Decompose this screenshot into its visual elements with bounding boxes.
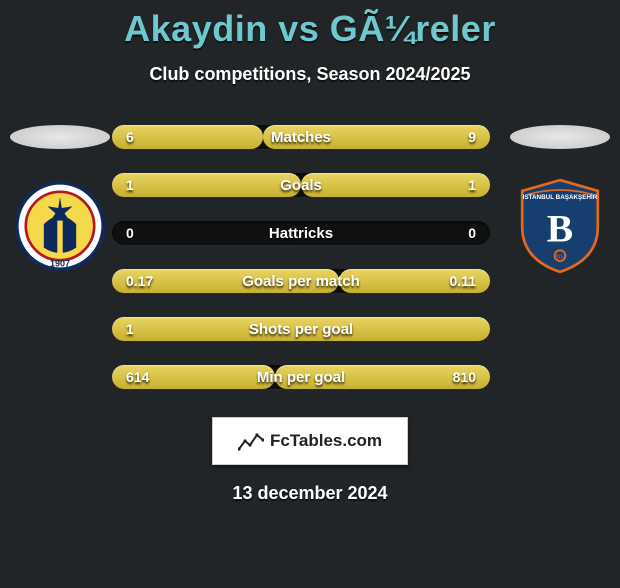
stat-row: 11Goals [112, 173, 490, 197]
stat-row: 1Shots per goal [112, 317, 490, 341]
stat-metric-label: Shots per goal [112, 321, 490, 338]
player-left-headshot [10, 125, 110, 149]
brand-label: FcTables.com [270, 431, 382, 451]
club-badge-right: ISTANBUL BAŞAKŞEHİR B 2014 [515, 181, 605, 271]
svg-text:ISTANBUL BAŞAKŞEHİR: ISTANBUL BAŞAKŞEHİR [523, 193, 598, 201]
fctables-logo-icon [238, 431, 264, 451]
stat-metric-label: Hattricks [112, 225, 490, 242]
stat-metric-label: Matches [112, 129, 490, 146]
club-badge-left: 1907 [15, 181, 105, 271]
date-label: 13 december 2024 [0, 483, 620, 504]
stat-row: 69Matches [112, 125, 490, 149]
comparison-area: 1907 ISTANBUL BAŞAKŞEHİR B 2014 69Matche… [0, 125, 620, 389]
brand-badge[interactable]: FcTables.com [212, 417, 408, 465]
fenerbahce-crest-icon: 1907 [15, 181, 105, 271]
stat-row: 0.170.11Goals per match [112, 269, 490, 293]
stat-metric-label: Goals [112, 177, 490, 194]
stat-metric-label: Goals per match [112, 273, 490, 290]
player-right-column: ISTANBUL BAŞAKŞEHİR B 2014 [500, 125, 620, 271]
svg-text:2014: 2014 [554, 254, 566, 260]
svg-text:B: B [547, 206, 573, 250]
stat-row: 614810Min per goal [112, 365, 490, 389]
stats-bars: 69Matches 11Goals 00Hattricks 0.170.11Goals… [112, 125, 490, 389]
subtitle: Club competitions, Season 2024/2025 [0, 64, 620, 85]
player-left-column: 1907 [0, 125, 120, 271]
basaksehir-crest-icon: ISTANBUL BAŞAKŞEHİR B 2014 [515, 173, 605, 279]
svg-text:1907: 1907 [50, 259, 70, 269]
stat-row: 00Hattricks [112, 221, 490, 245]
player-right-headshot [510, 125, 610, 149]
stat-metric-label: Min per goal [112, 369, 490, 386]
page-title: Akaydin vs GÃ¼reler [0, 8, 620, 50]
